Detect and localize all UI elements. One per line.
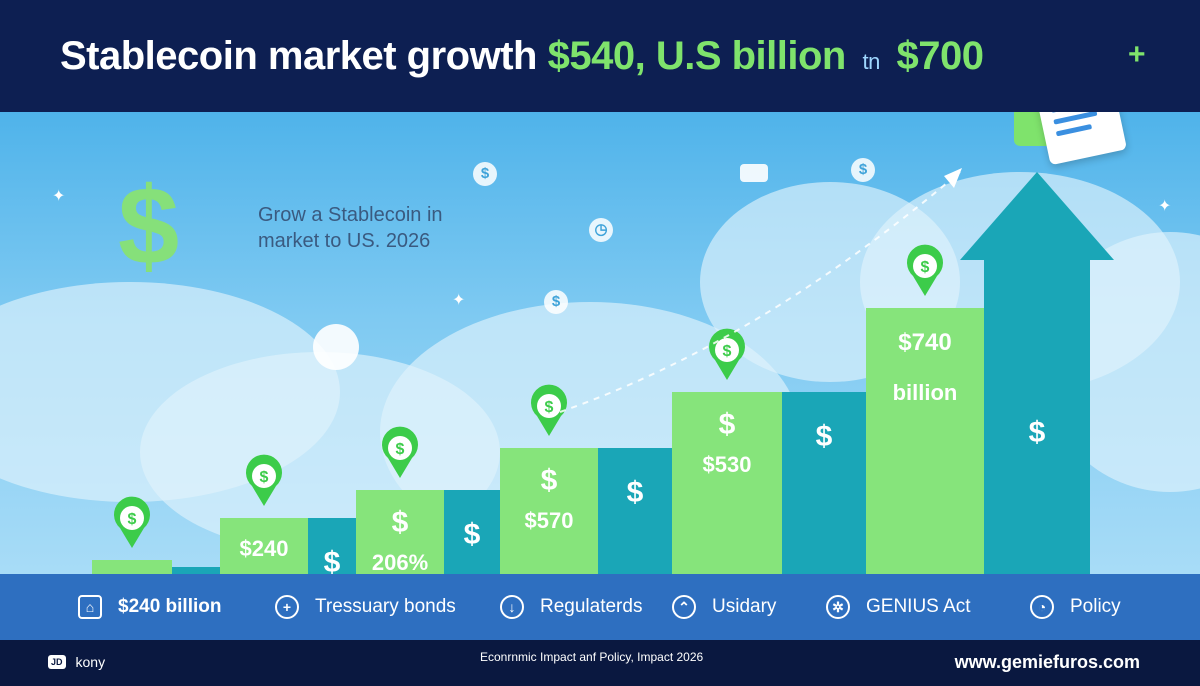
legend-label: GENIUS Act bbox=[866, 596, 971, 617]
bar-arrow bbox=[960, 172, 1114, 574]
legend-item-genius-act: ✲ GENIUS Act bbox=[826, 594, 971, 620]
title-part-2: $540, U.S billion bbox=[547, 34, 847, 78]
pin-dollar-icon: $ bbox=[128, 511, 137, 528]
brand-badge: JD bbox=[48, 655, 66, 669]
chat-icon bbox=[313, 324, 359, 370]
subtitle-line-2: market to US. 2026 bbox=[258, 230, 431, 252]
bar-chart: $ $240 $ $ $206% $ $ $ $570 $ $ $ $530 $ $ $740 billion $… bbox=[92, 168, 1114, 574]
bar bbox=[444, 490, 500, 574]
trend-line bbox=[559, 171, 961, 413]
footer-website-link[interactable]: www.gemiefuros.com bbox=[954, 652, 1140, 672]
trend-arrowhead bbox=[944, 168, 962, 188]
bar-label-top: $ bbox=[392, 506, 409, 539]
bar-label-bottom: billion bbox=[893, 380, 958, 405]
pin-dollar-icon: $ bbox=[545, 399, 554, 416]
bar bbox=[782, 392, 866, 574]
bar-label-top: $740 bbox=[898, 329, 951, 356]
pin-inner bbox=[715, 338, 739, 362]
bar-label-bottom: $570 bbox=[525, 508, 574, 533]
bar bbox=[500, 448, 598, 574]
bar bbox=[308, 518, 356, 574]
bar-label-top: $ bbox=[627, 476, 644, 509]
rocket-icon: ⌃ bbox=[672, 595, 696, 619]
coin-icon: $ bbox=[544, 290, 568, 314]
page-title: Stablecoin market growth $540, U.S billi… bbox=[60, 34, 984, 79]
legend-item-treasury: + Tressuary bonds bbox=[275, 594, 456, 620]
coin-icon: $ bbox=[851, 158, 875, 182]
footer-caption: Econrnmic Impact anf Policy, Impact 2026 bbox=[480, 650, 704, 664]
bar bbox=[356, 490, 444, 574]
bar bbox=[92, 560, 172, 574]
pin-dollar-icon: $ bbox=[396, 441, 405, 458]
footer: JD kony Econrnmic Impact anf Policy, Imp… bbox=[0, 640, 1200, 686]
bank-icon: ⌂ bbox=[78, 595, 102, 619]
subtitle-line-1: Grow a Stablecoin in bbox=[258, 204, 443, 226]
sparkle-icon: ✦ bbox=[1158, 198, 1172, 215]
bar-label-bottom: 206% bbox=[372, 550, 428, 574]
bar-label-bottom: $530 bbox=[703, 452, 752, 477]
bar bbox=[866, 308, 984, 574]
chart-area: $ Grow a Stablecoin in market to US. 202… bbox=[0, 112, 1200, 574]
title-part-1: Stablecoin market growth bbox=[60, 34, 537, 78]
pin-dollar-icon: $ bbox=[921, 259, 930, 276]
pin-dollar-icon: $ bbox=[723, 343, 732, 360]
legend-label: $240 billion bbox=[118, 596, 222, 617]
bar-label-top: $ bbox=[541, 464, 558, 497]
bar-label-top: $ bbox=[1029, 416, 1046, 449]
bar-label-top: $ bbox=[719, 408, 736, 441]
legend-label: Usidary bbox=[712, 596, 777, 617]
title-part-3: tn bbox=[862, 49, 881, 74]
pin-inner bbox=[120, 506, 144, 530]
plus-icon: + bbox=[275, 595, 299, 619]
brand-name: kony bbox=[75, 654, 106, 670]
bar-label-bottom: $240 bbox=[240, 536, 289, 561]
clock-icon: ◷ bbox=[589, 218, 613, 242]
header: Stablecoin market growth $540, U.S billi… bbox=[0, 0, 1200, 112]
card-icon bbox=[740, 164, 768, 182]
title-part-4: $700 bbox=[896, 34, 984, 78]
pin-inner bbox=[537, 394, 561, 418]
legend-label: Tressuary bonds bbox=[315, 596, 456, 617]
footer-brand: JD kony bbox=[48, 654, 105, 670]
arrow-down-icon: ↓ bbox=[500, 595, 524, 619]
legend-item-regulated: ↓ Regulaterds bbox=[500, 594, 642, 620]
coin-icon: $ bbox=[473, 162, 497, 186]
bar bbox=[220, 518, 308, 574]
legend-label: Policy bbox=[1070, 596, 1121, 617]
bar bbox=[672, 392, 782, 574]
plus-icon: + bbox=[1128, 38, 1146, 71]
bar-label-top: $ bbox=[324, 546, 341, 574]
legend-bar: ⌂ $240 billion + Tressuary bonds ↓ Regul… bbox=[0, 574, 1200, 640]
legend-item-policy: ◔ Policy bbox=[1030, 594, 1121, 620]
pin-inner bbox=[252, 464, 276, 488]
sparkle-icon: ✦ bbox=[52, 188, 66, 205]
bar bbox=[598, 448, 672, 574]
bar-label-top: $ bbox=[464, 518, 481, 551]
gear-icon: ✲ bbox=[826, 595, 850, 619]
pin-inner bbox=[913, 254, 937, 278]
pin-dollar-icon: $ bbox=[260, 469, 269, 486]
bar-label-top: $ bbox=[816, 420, 833, 453]
bar bbox=[172, 567, 220, 574]
legend-label: Regulaterds bbox=[540, 596, 643, 617]
sparkle-icon: ✦ bbox=[452, 292, 466, 309]
legend-item-bonds-value: ⌂ $240 billion bbox=[78, 594, 221, 620]
pin-inner bbox=[388, 436, 412, 460]
big-dollar-icon: $ bbox=[118, 165, 180, 288]
legend-item-subsidiary: ⌃ Usidary bbox=[672, 594, 776, 620]
clock-icon: ◔ bbox=[1030, 595, 1054, 619]
